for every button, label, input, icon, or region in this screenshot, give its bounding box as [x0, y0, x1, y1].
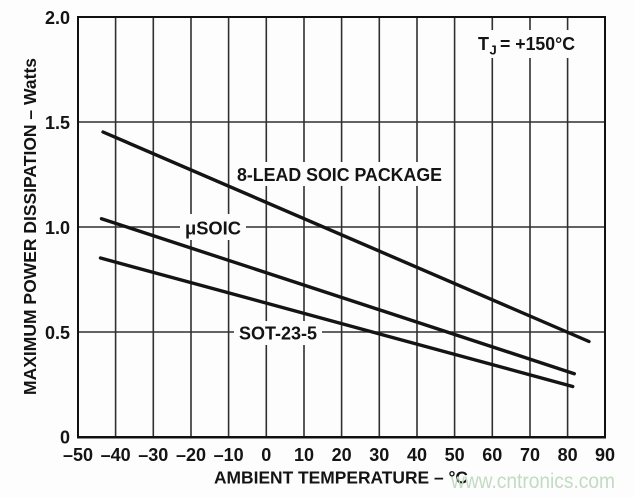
svg-text:10: 10 [294, 445, 314, 465]
svg-text:www.cntronics.com: www.cntronics.com [450, 470, 615, 493]
svg-text:MAXIMUM POWER DISSIPATION – Wa: MAXIMUM POWER DISSIPATION – Watts [20, 58, 40, 395]
svg-text:8-LEAD SOIC PACKAGE: 8-LEAD SOIC PACKAGE [237, 165, 442, 185]
svg-text:SOT-23-5: SOT-23-5 [239, 324, 317, 344]
svg-text:60: 60 [482, 445, 502, 465]
svg-text:–30: –30 [138, 445, 168, 465]
svg-text:0: 0 [261, 445, 271, 465]
svg-text:70: 70 [520, 445, 540, 465]
svg-text:90: 90 [595, 445, 615, 465]
svg-text:–40: –40 [101, 445, 131, 465]
svg-text:50: 50 [445, 445, 465, 465]
svg-text:0: 0 [60, 428, 70, 448]
svg-text:30: 30 [369, 445, 389, 465]
svg-text:0.5: 0.5 [45, 323, 70, 343]
svg-text:–20: –20 [176, 445, 206, 465]
svg-text:80: 80 [558, 445, 578, 465]
svg-text:20: 20 [332, 445, 352, 465]
svg-text:AMBIENT TEMPERATURE – °C: AMBIENT TEMPERATURE – °C [214, 468, 468, 488]
svg-text:1.0: 1.0 [45, 218, 70, 238]
svg-text:1.5: 1.5 [45, 113, 70, 133]
svg-text:–50: –50 [63, 445, 93, 465]
svg-text:T: T [478, 34, 489, 54]
svg-text:J: J [490, 43, 497, 58]
svg-text:40: 40 [407, 445, 427, 465]
svg-text:–10: –10 [214, 445, 244, 465]
svg-text:= +150°C: = +150°C [500, 34, 575, 54]
svg-text:2.0: 2.0 [45, 8, 70, 28]
svg-text:μSOIC: μSOIC [185, 219, 241, 239]
